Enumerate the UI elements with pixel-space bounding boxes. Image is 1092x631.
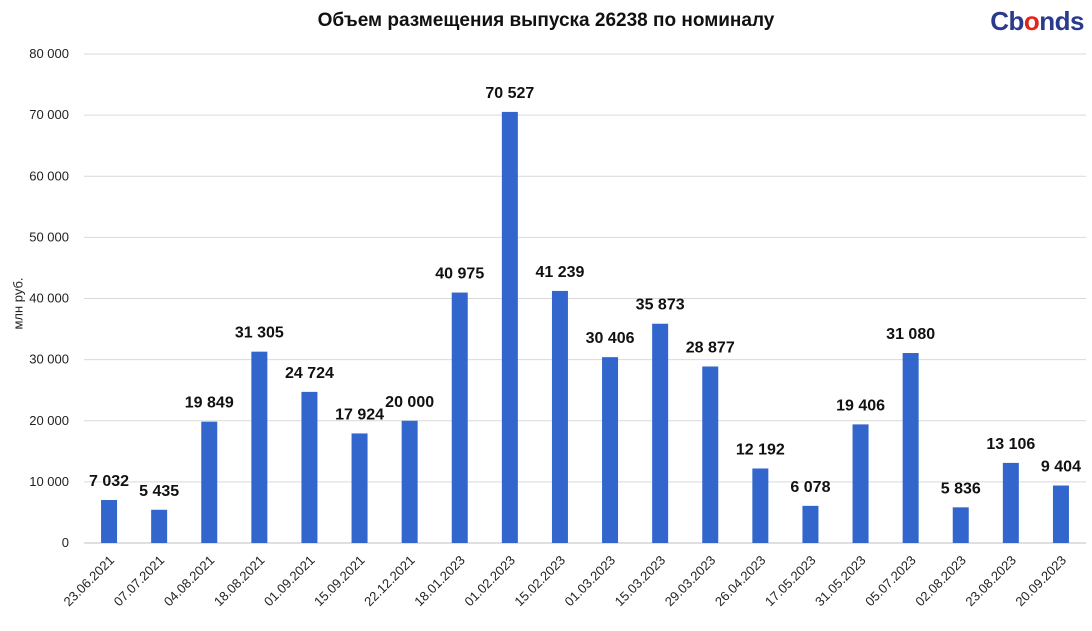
bar — [652, 323, 669, 543]
bar — [151, 509, 168, 543]
x-tick-label: 15.02.2023 — [511, 553, 568, 610]
data-label: 19 849 — [185, 395, 234, 412]
data-label: 41 239 — [535, 264, 584, 281]
data-label: 35 873 — [636, 297, 685, 314]
data-label: 20 000 — [385, 394, 434, 411]
y-tick-label: 80 000 — [29, 46, 69, 61]
x-tick-label: 17.05.2023 — [762, 553, 819, 610]
cbonds-logo: Cbonds — [990, 6, 1084, 37]
y-tick-label: 30 000 — [29, 352, 69, 367]
bar — [551, 290, 568, 543]
y-tick-label: 60 000 — [29, 168, 69, 183]
data-label: 31 305 — [235, 325, 284, 342]
x-tick-label: 29.03.2023 — [662, 553, 719, 610]
bar — [752, 468, 769, 543]
y-tick-label: 40 000 — [29, 291, 69, 306]
y-tick-label: 0 — [62, 535, 69, 550]
chart-title: Объем размещения выпуска 26238 по номина… — [317, 10, 775, 31]
data-label: 24 724 — [285, 365, 334, 382]
data-label: 6 078 — [790, 479, 830, 496]
y-tick-label: 20 000 — [29, 413, 69, 428]
x-tick-label: 18.01.2023 — [411, 553, 468, 610]
bar — [251, 351, 268, 543]
bar — [101, 500, 118, 543]
data-label: 12 192 — [736, 441, 785, 458]
x-tick-label: 04.08.2021 — [161, 553, 218, 610]
x-tick-label: 23.08.2023 — [962, 553, 1019, 610]
data-label: 13 106 — [986, 436, 1035, 453]
x-tick-label: 01.02.2023 — [461, 553, 518, 610]
bar — [852, 424, 869, 543]
x-tick-label: 01.03.2023 — [562, 553, 619, 610]
bar — [702, 366, 719, 543]
bar — [451, 292, 468, 543]
x-tick-label: 22.12.2021 — [361, 553, 418, 610]
y-tick-label: 70 000 — [29, 107, 69, 122]
data-label: 70 527 — [485, 85, 534, 102]
data-label: 28 877 — [686, 339, 735, 356]
x-tick-label: 02.08.2023 — [912, 553, 969, 610]
x-tick-label: 15.09.2021 — [311, 553, 368, 610]
data-label: 19 406 — [836, 397, 885, 414]
data-label: 5 435 — [139, 483, 179, 500]
bar — [952, 507, 969, 543]
data-label: 7 032 — [89, 473, 129, 490]
bar — [902, 353, 919, 543]
data-label: 31 080 — [886, 326, 935, 343]
x-tick-label: 20.09.2023 — [1012, 553, 1069, 610]
bar — [1052, 485, 1069, 543]
logo-text: Cbonds — [990, 6, 1084, 36]
x-tick-label: 05.07.2023 — [862, 553, 919, 610]
x-tick-label: 15.03.2023 — [612, 553, 669, 610]
bar — [401, 420, 418, 543]
bar — [301, 391, 318, 543]
x-tick-label: 23.06.2021 — [61, 553, 118, 610]
y-tick-label: 10 000 — [29, 474, 69, 489]
x-tick-label: 07.07.2021 — [111, 553, 168, 610]
y-tick-label: 50 000 — [29, 229, 69, 244]
bar — [602, 357, 619, 543]
bar — [501, 111, 518, 543]
x-tick-label: 26.04.2023 — [712, 553, 769, 610]
bar — [351, 433, 368, 543]
bar — [802, 505, 819, 543]
data-label: 5 836 — [941, 480, 981, 497]
data-label: 9 404 — [1041, 459, 1081, 476]
x-tick-label: 31.05.2023 — [812, 553, 869, 610]
data-label: 40 975 — [435, 266, 484, 283]
bar — [1002, 462, 1019, 543]
data-label: 17 924 — [335, 406, 384, 423]
bar — [201, 421, 218, 543]
data-label: 30 406 — [586, 330, 635, 347]
x-tick-label: 18.08.2021 — [211, 553, 268, 610]
x-tick-label: 01.09.2021 — [261, 553, 318, 610]
